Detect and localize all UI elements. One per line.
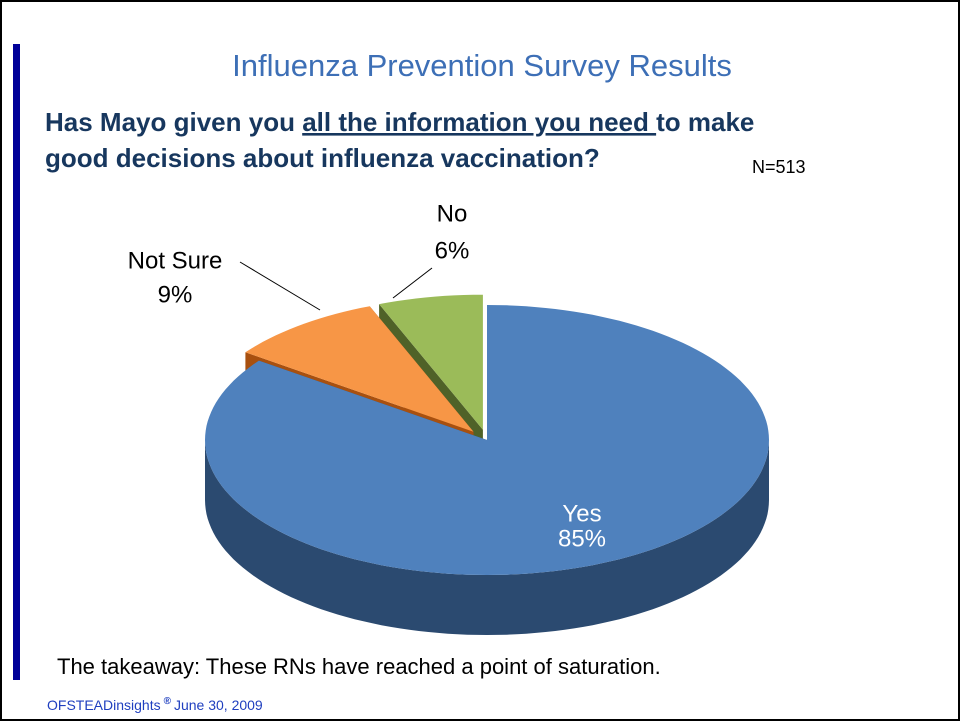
slice-label: Not Sure — [128, 247, 223, 274]
footer-brand: OFSTEADinsights — [47, 697, 161, 713]
slice-label: No — [437, 200, 468, 227]
slice-label: Yes — [562, 500, 601, 527]
value-label: 85% — [558, 525, 606, 552]
leader-line — [239, 261, 321, 311]
accent-bar — [13, 44, 20, 680]
subtitle: Has Mayo given you all the information y… — [45, 107, 754, 137]
subtitle-part: to make — [656, 107, 754, 137]
value-label: 9% — [158, 281, 193, 308]
takeaway: The takeaway: These RNs have reached a p… — [57, 654, 661, 679]
subtitle-part: Has Mayo given you — [45, 107, 302, 137]
footer-date: June 30, 2009 — [174, 697, 263, 713]
chart-title: Influenza Prevention Survey Results — [232, 48, 732, 83]
subtitle: good decisions about influenza vaccinati… — [45, 143, 600, 173]
pie — [205, 294, 769, 635]
subtitle-underlined: all the information you need — [302, 107, 656, 137]
value-label: 6% — [435, 237, 470, 264]
slice-side — [205, 440, 769, 635]
slice — [245, 306, 474, 432]
footer: OFSTEADinsights ® June 30, 2009 — [47, 696, 263, 713]
slice — [379, 294, 483, 430]
annotation: N=513 — [752, 157, 806, 177]
leader-line — [392, 267, 433, 299]
footer-mark: ® — [164, 696, 172, 707]
slice — [205, 305, 769, 575]
